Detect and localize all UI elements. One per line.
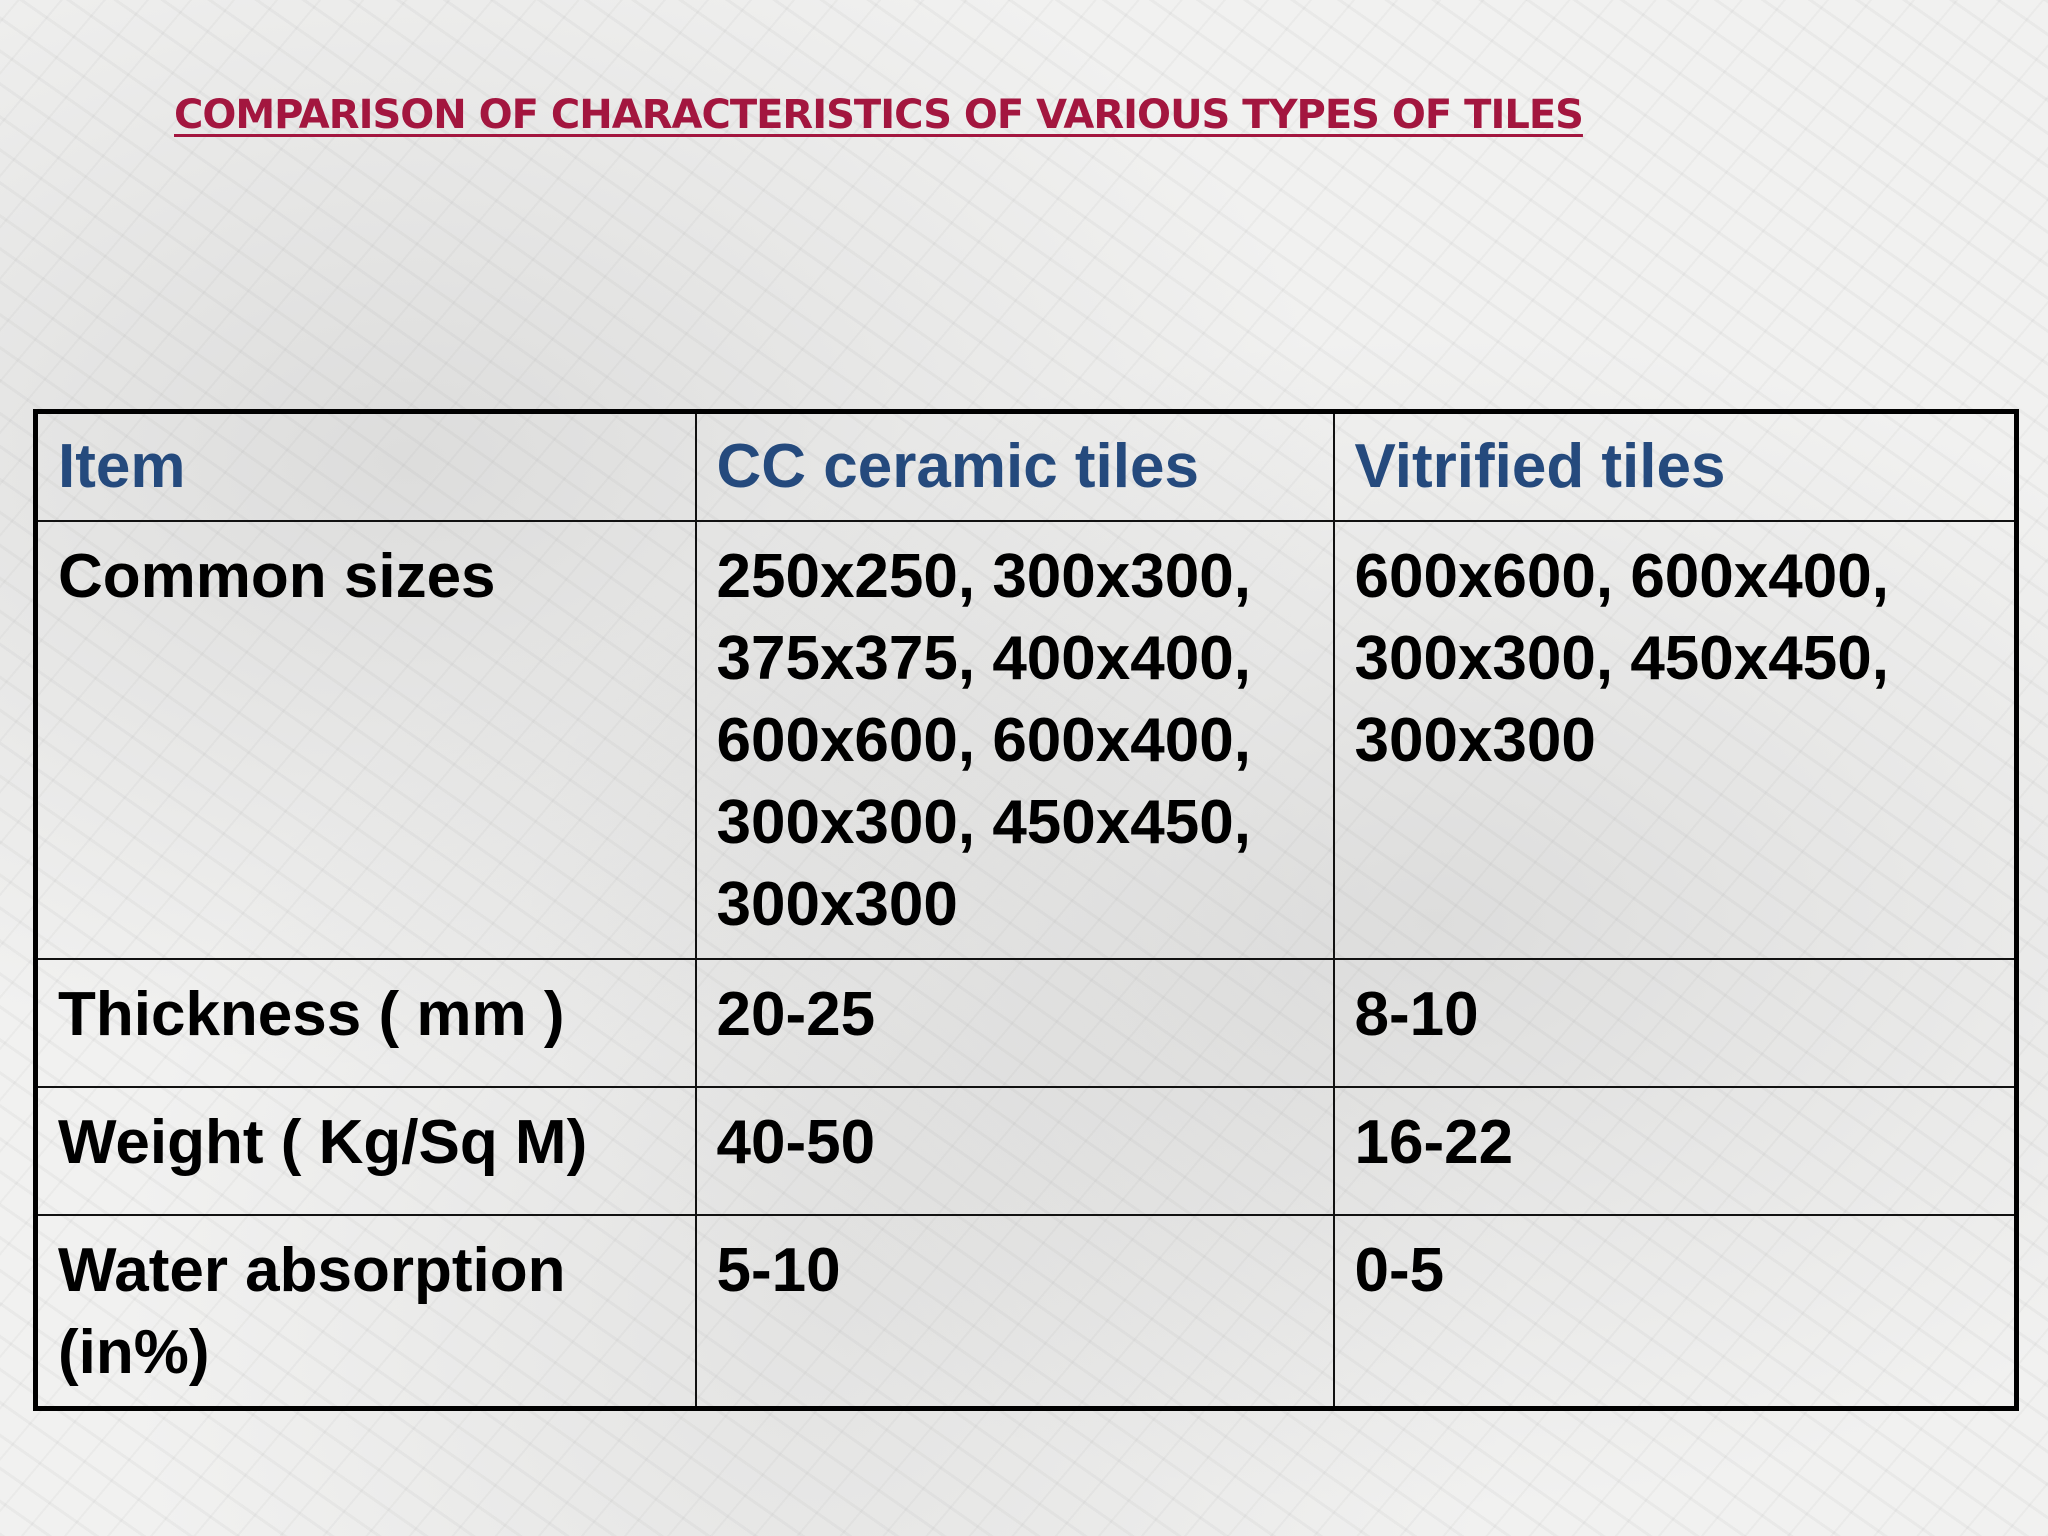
table-row: Weight ( Kg/Sq M) 40-50 16-22 bbox=[34, 1086, 2018, 1216]
table-cell: 16-22 bbox=[1332, 1086, 2018, 1216]
column-header: CC ceramic tiles bbox=[694, 410, 1335, 522]
table-cell: 40-50 bbox=[694, 1086, 1335, 1216]
column-header: Item bbox=[34, 410, 697, 522]
table-cell: 8-10 bbox=[1332, 958, 2018, 1088]
table-cell: 20-25 bbox=[694, 958, 1335, 1088]
row-label: Water absorption (in%) bbox=[34, 1214, 697, 1410]
slide-title: COMPARISON OF CHARACTERISTICS OF VARIOUS… bbox=[174, 92, 1584, 138]
table-cell: 0-5 bbox=[1332, 1214, 2018, 1410]
table-row: Water absorption (in%) 5-10 0-5 bbox=[34, 1214, 2018, 1410]
row-label: Common sizes bbox=[34, 520, 697, 960]
table-cell: 600x600, 600x400, 300x300, 450x450, 300x… bbox=[1332, 520, 2018, 960]
column-header: Vitrified tiles bbox=[1332, 410, 2018, 522]
table-cell: 5-10 bbox=[694, 1214, 1335, 1410]
table-cell: 250x250, 300x300, 375x375, 400x400, 600x… bbox=[694, 520, 1335, 960]
row-label: Thickness ( mm ) bbox=[34, 958, 697, 1088]
comparison-table: Item CC ceramic tiles Vitrified tiles Comm… bbox=[33, 409, 2019, 1411]
table-row: Common sizes 250x250, 300x300, 375x375, 4… bbox=[34, 520, 2018, 960]
table-row: Thickness ( mm ) 20-25 8-10 bbox=[34, 958, 2018, 1088]
row-label: Weight ( Kg/Sq M) bbox=[34, 1086, 697, 1216]
header-row: Item CC ceramic tiles Vitrified tiles bbox=[34, 410, 2018, 522]
